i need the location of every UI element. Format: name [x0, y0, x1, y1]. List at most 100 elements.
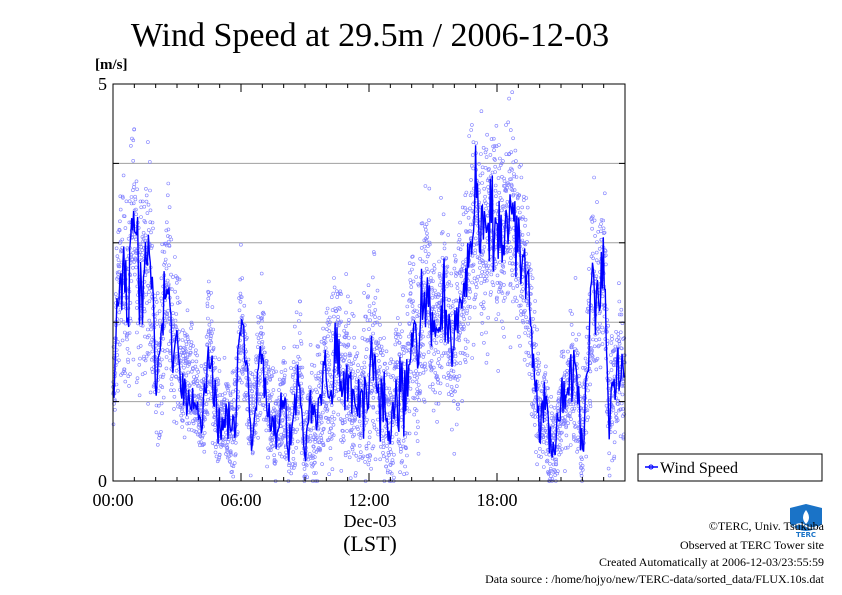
data-point — [315, 435, 319, 440]
data-point — [528, 272, 533, 277]
data-point — [186, 337, 190, 342]
data-point — [220, 440, 225, 445]
data-point — [509, 245, 513, 249]
data-point — [425, 235, 430, 239]
data-point — [127, 384, 131, 388]
data-point — [138, 344, 143, 348]
data-point — [206, 290, 211, 295]
data-point — [129, 144, 133, 148]
data-point — [371, 419, 375, 423]
data-point — [118, 239, 123, 244]
data-point — [353, 415, 357, 420]
data-point — [351, 314, 356, 318]
data-point — [177, 277, 182, 282]
data-point — [149, 340, 153, 345]
data-point — [150, 349, 155, 354]
data-point — [256, 320, 261, 325]
data-point — [617, 390, 622, 395]
data-point — [501, 299, 506, 303]
data-point — [342, 417, 347, 422]
data-point — [134, 212, 138, 217]
data-point — [493, 183, 498, 188]
data-point — [616, 398, 621, 403]
data-point — [481, 146, 486, 150]
data-point — [387, 386, 392, 391]
data-point — [438, 276, 443, 280]
data-point — [341, 342, 346, 347]
data-point — [410, 254, 415, 259]
data-point — [587, 292, 592, 297]
data-point — [553, 473, 558, 477]
data-point — [542, 375, 546, 379]
data-point — [422, 352, 426, 357]
data-point — [172, 394, 177, 399]
data-point — [410, 255, 414, 259]
data-point — [317, 384, 321, 388]
data-point — [174, 312, 179, 316]
data-point — [165, 348, 170, 352]
data-point — [326, 420, 331, 424]
data-point — [213, 428, 217, 432]
data-point — [379, 444, 383, 449]
data-point — [408, 386, 413, 391]
data-point — [555, 469, 560, 474]
data-point — [536, 383, 541, 388]
data-point — [613, 348, 618, 352]
data-point — [325, 306, 330, 311]
data-point — [187, 421, 191, 426]
data-point — [321, 427, 326, 432]
data-point — [571, 402, 576, 407]
data-point — [465, 208, 470, 213]
data-point — [341, 368, 345, 372]
data-point — [436, 377, 440, 382]
data-point — [359, 366, 364, 370]
data-point — [271, 366, 275, 371]
data-point — [206, 316, 210, 321]
data-point — [127, 351, 131, 355]
data-point — [164, 266, 169, 271]
data-point — [302, 467, 307, 471]
data-point — [271, 370, 276, 375]
data-point — [514, 175, 519, 179]
data-point — [234, 440, 238, 445]
data-point — [479, 281, 484, 285]
data-point — [564, 433, 569, 438]
data-point — [158, 318, 162, 323]
data-point — [125, 346, 130, 351]
data-point — [508, 281, 513, 286]
data-point — [616, 332, 621, 336]
data-point — [143, 233, 148, 238]
data-point — [397, 340, 401, 345]
legend-label: Wind Speed — [660, 460, 738, 477]
data-point — [410, 379, 415, 384]
data-point — [170, 287, 174, 292]
data-point — [230, 400, 234, 404]
data-point — [435, 295, 440, 299]
data-point — [258, 372, 262, 376]
data-point — [325, 408, 329, 413]
data-point — [143, 371, 147, 375]
data-point — [424, 238, 429, 243]
data-point — [121, 173, 126, 178]
data-point — [169, 237, 174, 242]
data-point — [535, 357, 540, 361]
data-point — [478, 266, 482, 270]
axis-ticks — [112, 83, 626, 482]
data-point — [138, 199, 143, 204]
data-point — [462, 317, 467, 321]
data-point — [226, 384, 231, 389]
data-point — [331, 291, 336, 296]
data-point — [335, 292, 340, 297]
data-point — [350, 418, 354, 423]
data-point — [186, 370, 190, 375]
data-point — [423, 361, 427, 366]
data-point — [620, 384, 625, 388]
data-point — [507, 96, 511, 101]
data-point — [380, 428, 385, 433]
data-point — [252, 375, 257, 379]
data-point — [387, 453, 391, 457]
data-point — [298, 365, 303, 370]
data-point — [446, 303, 451, 308]
data-point — [510, 90, 515, 94]
data-point — [307, 385, 312, 390]
